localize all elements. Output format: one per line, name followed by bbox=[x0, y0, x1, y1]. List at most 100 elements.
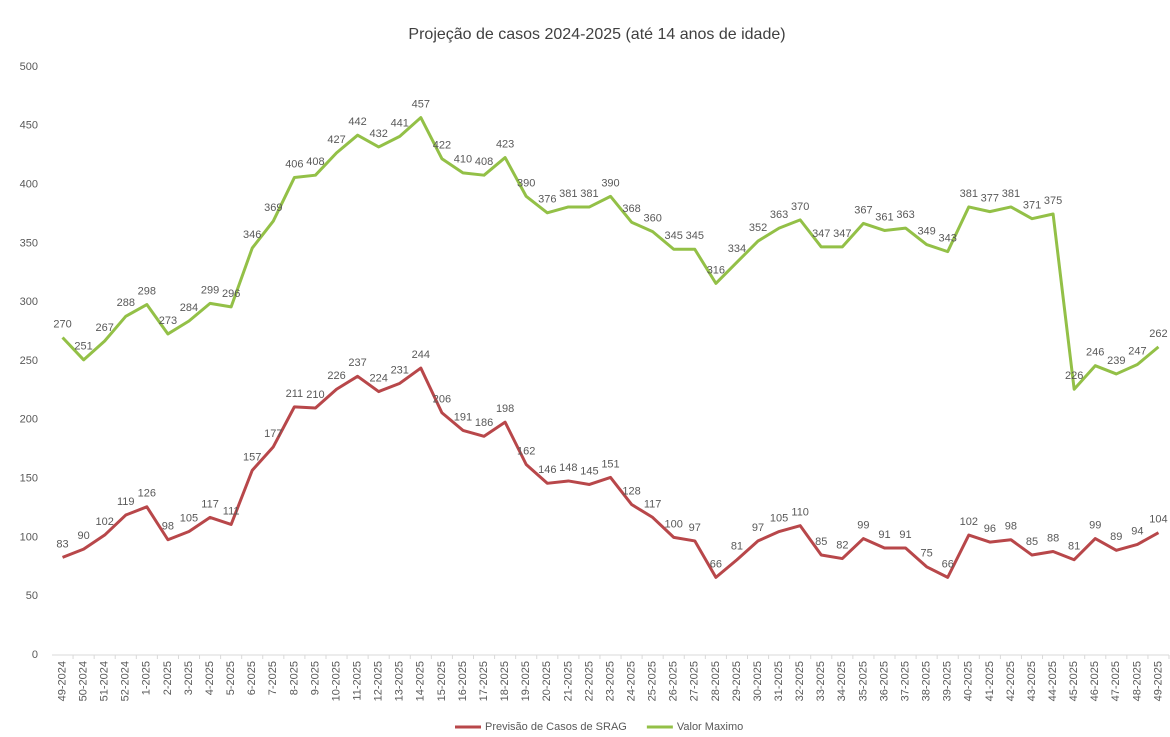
x-tick-label: 19-2025 bbox=[520, 661, 532, 701]
data-label: 88 bbox=[1047, 532, 1059, 544]
data-label: 371 bbox=[1023, 200, 1041, 212]
legend-label: Previsão de Casos de SRAG bbox=[485, 721, 627, 733]
x-tick-label: 16-2025 bbox=[457, 661, 469, 701]
data-label: 408 bbox=[475, 156, 493, 168]
y-tick-label: 100 bbox=[20, 531, 38, 543]
data-label: 244 bbox=[412, 349, 430, 361]
data-label: 284 bbox=[180, 302, 198, 314]
y-tick-label: 150 bbox=[20, 473, 38, 485]
data-label: 441 bbox=[391, 117, 409, 129]
data-label: 347 bbox=[812, 228, 830, 240]
series-line bbox=[61, 116, 1160, 391]
x-tick-label: 29-2025 bbox=[731, 661, 743, 701]
y-tick-label: 50 bbox=[26, 590, 38, 602]
data-label: 381 bbox=[559, 188, 577, 200]
data-label: 345 bbox=[665, 230, 683, 242]
x-tick-label: 30-2025 bbox=[752, 661, 764, 701]
data-label: 267 bbox=[96, 322, 114, 334]
data-label: 251 bbox=[74, 341, 92, 353]
data-label: 361 bbox=[875, 211, 893, 223]
data-label: 97 bbox=[752, 522, 764, 534]
data-label: 427 bbox=[327, 134, 345, 146]
data-label: 246 bbox=[1086, 347, 1104, 359]
data-label: 247 bbox=[1128, 345, 1146, 357]
y-tick-label: 350 bbox=[20, 237, 38, 249]
data-label: 90 bbox=[77, 530, 89, 542]
x-tick-label: 44-2025 bbox=[1047, 661, 1059, 701]
data-label: 408 bbox=[306, 156, 324, 168]
x-tick-label: 27-2025 bbox=[689, 661, 701, 701]
data-label: 363 bbox=[770, 209, 788, 221]
x-tick-label: 41-2025 bbox=[984, 661, 996, 701]
data-label: 66 bbox=[942, 558, 954, 570]
x-tick-label: 25-2025 bbox=[647, 661, 659, 701]
data-label: 99 bbox=[857, 519, 869, 531]
y-tick-label: 400 bbox=[20, 179, 38, 191]
data-label: 191 bbox=[454, 411, 472, 423]
x-tick-label: 32-2025 bbox=[794, 661, 806, 701]
data-label: 110 bbox=[791, 507, 809, 519]
x-tick-label: 17-2025 bbox=[478, 661, 490, 701]
data-label: 368 bbox=[622, 203, 640, 215]
data-label: 91 bbox=[878, 529, 890, 541]
data-label: 273 bbox=[159, 315, 177, 327]
x-tick-label: 13-2025 bbox=[394, 661, 406, 701]
data-label: 299 bbox=[201, 284, 219, 296]
x-tick-label: 8-2025 bbox=[288, 661, 300, 695]
data-label: 298 bbox=[138, 285, 156, 297]
x-tick-label: 5-2025 bbox=[225, 661, 237, 695]
x-tick-label: 15-2025 bbox=[436, 661, 448, 701]
x-tick-label: 9-2025 bbox=[309, 661, 321, 695]
data-label: 226 bbox=[1065, 370, 1083, 382]
data-label: 111 bbox=[223, 505, 240, 517]
x-tick-label: 23-2025 bbox=[604, 661, 616, 701]
data-label: 432 bbox=[369, 128, 387, 140]
x-tick-label: 50-2024 bbox=[78, 661, 90, 701]
data-label: 89 bbox=[1110, 531, 1122, 543]
y-tick-label: 0 bbox=[32, 649, 38, 661]
data-label: 352 bbox=[749, 222, 767, 234]
data-label: 81 bbox=[731, 541, 743, 553]
data-label: 85 bbox=[815, 536, 827, 548]
data-label: 211 bbox=[286, 388, 304, 400]
data-label: 423 bbox=[496, 138, 514, 150]
x-tick-label: 37-2025 bbox=[899, 661, 911, 701]
x-tick-label: 35-2025 bbox=[857, 661, 869, 701]
data-label: 102 bbox=[960, 516, 978, 528]
x-tick-label: 2-2025 bbox=[162, 661, 174, 695]
data-label: 128 bbox=[622, 485, 640, 497]
x-tick-label: 14-2025 bbox=[415, 661, 427, 701]
data-label: 96 bbox=[984, 523, 996, 535]
data-label: 100 bbox=[665, 518, 683, 530]
data-label: 126 bbox=[138, 488, 156, 500]
x-tick-label: 45-2025 bbox=[1068, 661, 1080, 701]
data-label: 296 bbox=[222, 288, 240, 300]
data-label: 186 bbox=[475, 417, 493, 429]
data-label: 410 bbox=[454, 154, 472, 166]
data-label: 239 bbox=[1107, 355, 1125, 367]
data-label: 390 bbox=[517, 177, 535, 189]
data-label: 316 bbox=[707, 264, 725, 276]
x-tick-label: 28-2025 bbox=[710, 661, 722, 701]
data-label: 146 bbox=[538, 464, 556, 476]
data-label: 98 bbox=[162, 521, 174, 533]
data-label: 206 bbox=[433, 394, 451, 406]
data-label: 381 bbox=[1002, 188, 1020, 200]
x-tick-label: 48-2025 bbox=[1131, 661, 1143, 701]
x-tick-label: 10-2025 bbox=[330, 661, 342, 701]
x-tick-label: 11-2025 bbox=[352, 661, 364, 701]
data-label: 346 bbox=[243, 229, 261, 241]
x-tick-label: 33-2025 bbox=[815, 661, 827, 701]
data-label: 162 bbox=[517, 445, 535, 457]
y-tick-label: 450 bbox=[20, 120, 38, 132]
x-tick-label: 22-2025 bbox=[583, 661, 595, 701]
data-label: 349 bbox=[917, 225, 935, 237]
y-tick-label: 200 bbox=[20, 414, 38, 426]
data-label: 82 bbox=[836, 539, 848, 551]
x-tick-label: 46-2025 bbox=[1089, 661, 1101, 701]
chart-title: Projeção de casos 2024-2025 (até 14 anos… bbox=[408, 26, 785, 43]
data-label: 177 bbox=[264, 428, 282, 440]
x-tick-label: 31-2025 bbox=[773, 661, 785, 701]
data-label: 97 bbox=[689, 522, 701, 534]
data-label: 105 bbox=[770, 512, 788, 524]
